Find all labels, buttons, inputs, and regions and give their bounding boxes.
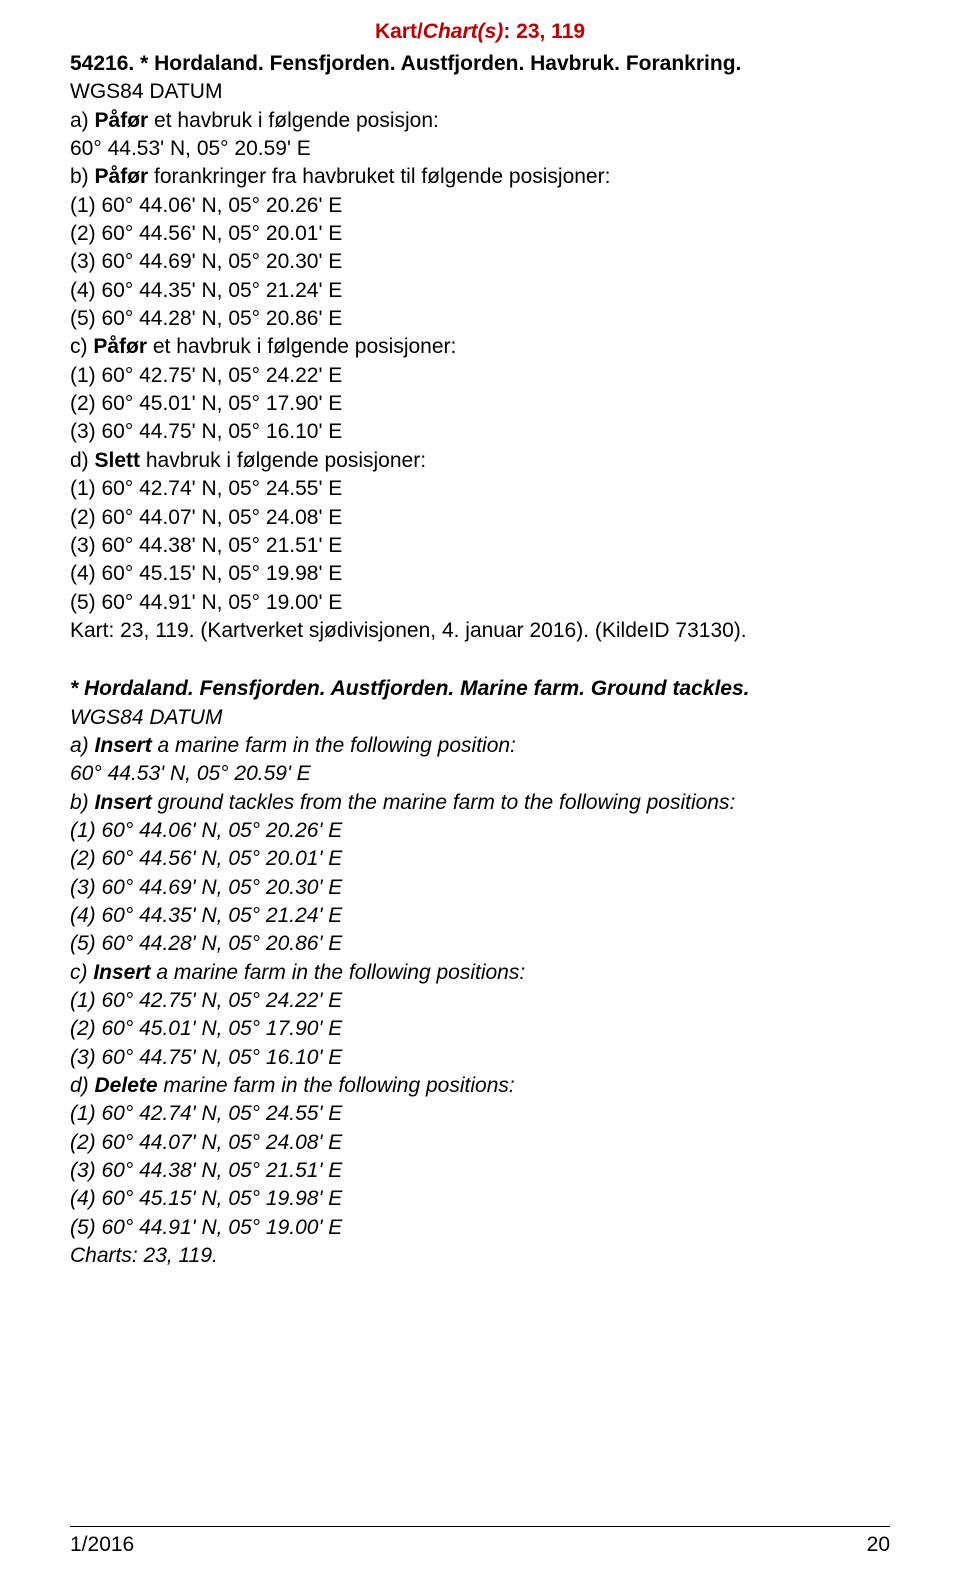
b-intro-en: b) Insert ground tackles from the marine… — [70, 789, 890, 817]
d-bold-no: Slett — [95, 449, 141, 472]
d3-no: (3) 60° 44.38' N, 05° 21.51' E — [70, 532, 890, 560]
footer-right: 20 — [867, 1533, 890, 1557]
c1-en: (1) 60° 42.75' N, 05° 24.22' E — [70, 987, 890, 1015]
c-post-no: et havbruk i følgende posisjoner: — [147, 335, 456, 358]
b-pre-no: b) — [70, 165, 95, 188]
c-intro-no: c) Påfør et havbruk i følgende posisjone… — [70, 333, 890, 361]
b2-no: (2) 60° 44.56' N, 05° 20.01' E — [70, 220, 890, 248]
charts-en: Charts: 23, 119. — [70, 1242, 890, 1270]
d3-en: (3) 60° 44.38' N, 05° 21.51' E — [70, 1157, 890, 1185]
c-bold-no: Påfør — [93, 335, 147, 358]
b4-no: (4) 60° 44.35' N, 05° 21.24' E — [70, 277, 890, 305]
c2-en: (2) 60° 45.01' N, 05° 17.90' E — [70, 1015, 890, 1043]
d-pre-no: d) — [70, 449, 95, 472]
b-pre-en: b) — [70, 791, 95, 814]
b-intro-no: b) Påfør forankringer fra havbruket til … — [70, 163, 890, 191]
d-intro-en: d) Delete marine farm in the following p… — [70, 1072, 890, 1100]
c-post-en: a marine farm in the following positions… — [151, 961, 526, 984]
datum-no: WGS84 DATUM — [70, 78, 890, 106]
a-pre-no: a) — [70, 109, 95, 132]
d4-no: (4) 60° 45.15' N, 05° 19.98' E — [70, 560, 890, 588]
b1-no: (1) 60° 44.06' N, 05° 20.26' E — [70, 192, 890, 220]
d4-en: (4) 60° 45.15' N, 05° 19.98' E — [70, 1185, 890, 1213]
a-post-no: et havbruk i følgende posisjon: — [148, 109, 439, 132]
a-post-en: a marine farm in the following position: — [152, 734, 516, 757]
footer-left: 1/2016 — [70, 1533, 134, 1557]
b5-no: (5) 60° 44.28' N, 05° 20.86' E — [70, 305, 890, 333]
datum-en: WGS84 DATUM — [70, 704, 890, 732]
c3-en: (3) 60° 44.75' N, 05° 16.10' E — [70, 1044, 890, 1072]
c-bold-en: Insert — [93, 961, 150, 984]
d5-no: (5) 60° 44.91' N, 05° 19.00' E — [70, 589, 890, 617]
b3-no: (3) 60° 44.69' N, 05° 20.30' E — [70, 248, 890, 276]
d-post-no: havbruk i følgende posisjoner: — [140, 449, 426, 472]
footer-rule — [70, 1526, 890, 1527]
c1-no: (1) 60° 42.75' N, 05° 24.22' E — [70, 362, 890, 390]
b-bold-en: Insert — [95, 791, 152, 814]
b5-en: (5) 60° 44.28' N, 05° 20.86' E — [70, 930, 890, 958]
a-bold-en: Insert — [95, 734, 152, 757]
chart-sep: : — [503, 20, 516, 43]
d2-en: (2) 60° 44.07' N, 05° 24.08' E — [70, 1129, 890, 1157]
footer: 1/2016 20 — [70, 1533, 890, 1557]
chart-header: Kart/Chart(s): 23, 119 — [70, 20, 890, 44]
a-intro-no: a) Påfør et havbruk i følgende posisjon: — [70, 107, 890, 135]
d2-no: (2) 60° 44.07' N, 05° 24.08' E — [70, 504, 890, 532]
d5-en: (5) 60° 44.91' N, 05° 19.00' E — [70, 1214, 890, 1242]
norwegian-block: 54216. * Hordaland. Fensfjorden. Austfjo… — [70, 50, 890, 645]
b2-en: (2) 60° 44.56' N, 05° 20.01' E — [70, 845, 890, 873]
source-no: Kart: 23, 119. (Kartverket sjødivisjonen… — [70, 617, 890, 645]
c2-no: (2) 60° 45.01' N, 05° 17.90' E — [70, 390, 890, 418]
b-post-en: ground tackles from the marine farm to t… — [152, 791, 736, 814]
d-post-en: marine farm in the following positions: — [158, 1074, 515, 1097]
a-pos-no: 60° 44.53' N, 05° 20.59' E — [70, 135, 890, 163]
c3-no: (3) 60° 44.75' N, 05° 16.10' E — [70, 418, 890, 446]
d1-en: (1) 60° 42.74' N, 05° 24.55' E — [70, 1100, 890, 1128]
c-pre-no: c) — [70, 335, 93, 358]
d1-no: (1) 60° 42.74' N, 05° 24.55' E — [70, 475, 890, 503]
a-intro-en: a) Insert a marine farm in the following… — [70, 732, 890, 760]
b-bold-no: Påfør — [95, 165, 149, 188]
b1-en: (1) 60° 44.06' N, 05° 20.26' E — [70, 817, 890, 845]
b4-en: (4) 60° 44.35' N, 05° 21.24' E — [70, 902, 890, 930]
b3-en: (3) 60° 44.69' N, 05° 20.30' E — [70, 874, 890, 902]
page: Kart/Chart(s): 23, 119 54216. * Hordalan… — [0, 0, 960, 1577]
kart-label: Kart/ — [375, 20, 423, 43]
d-bold-en: Delete — [95, 1074, 158, 1097]
a-pre-en: a) — [70, 734, 95, 757]
a-bold-no: Påfør — [95, 109, 149, 132]
notice-title-en: * Hordaland. Fensfjorden. Austfjorden. M… — [70, 675, 890, 703]
notice-title-no: 54216. * Hordaland. Fensfjorden. Austfjo… — [70, 50, 890, 78]
spacer — [70, 1300, 890, 1526]
d-intro-no: d) Slett havbruk i følgende posisjoner: — [70, 447, 890, 475]
c-intro-en: c) Insert a marine farm in the following… — [70, 959, 890, 987]
a-pos-en: 60° 44.53' N, 05° 20.59' E — [70, 760, 890, 788]
d-pre-en: d) — [70, 1074, 95, 1097]
b-post-no: forankringer fra havbruket til følgende … — [148, 165, 610, 188]
english-block: * Hordaland. Fensfjorden. Austfjorden. M… — [70, 675, 890, 1270]
chart-numbers: 23, 119 — [516, 20, 585, 43]
chart-label: Chart(s) — [423, 20, 504, 43]
c-pre-en: c) — [70, 961, 93, 984]
